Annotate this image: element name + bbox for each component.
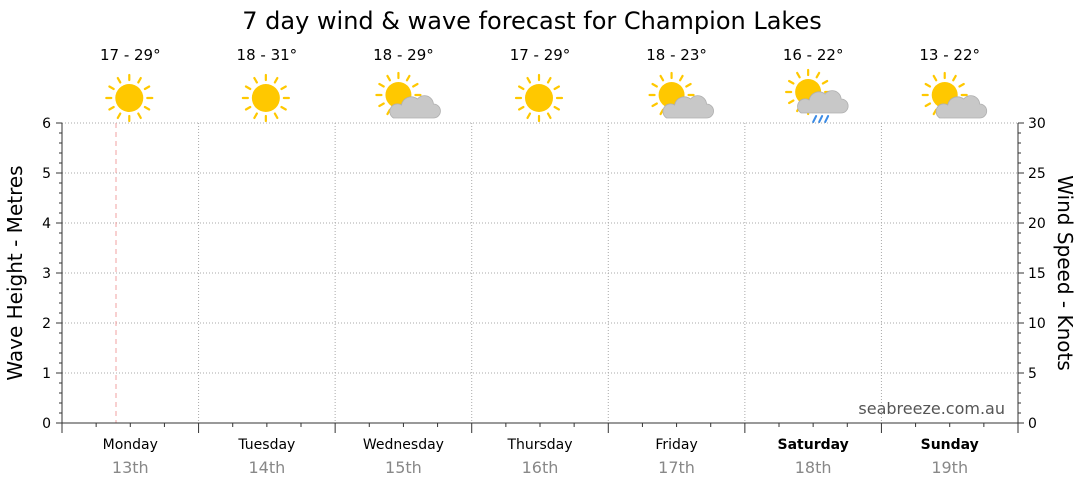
sunny-icon (105, 73, 154, 123)
temperature-label: 16 - 22° (783, 46, 844, 64)
sunny-icon (514, 73, 564, 123)
left-tick-label: 1 (42, 366, 51, 382)
partly-cloudy-icon (921, 71, 988, 119)
right-axis-ticks: 0 5 10 15 20 25 30 (1018, 116, 1046, 432)
right-tick-label: 25 (1028, 166, 1046, 182)
date-label: 17th (658, 458, 695, 477)
temperature-label: 17 - 29° (510, 46, 571, 64)
partly-cloudy-icon (375, 71, 441, 119)
temperature-label: 18 - 29° (373, 46, 434, 64)
right-tick-label: 15 (1028, 266, 1046, 282)
left-tick-label: 3 (42, 266, 51, 282)
axes (61, 123, 1019, 433)
left-axis-ticks: 0 1 2 3 4 5 6 (42, 116, 62, 432)
credit-text: seabreeze.com.au (858, 399, 1005, 418)
temperature-label: 17 - 29° (100, 46, 161, 64)
left-tick-label: 4 (42, 216, 51, 232)
right-tick-label: 20 (1028, 216, 1046, 232)
partly-cloudy-icon (648, 71, 714, 119)
left-tick-label: 6 (42, 116, 51, 132)
shower-icon (785, 68, 849, 123)
chart-title: 7 day wind & wave forecast for Champion … (242, 7, 822, 35)
sunny-icon (241, 73, 290, 123)
left-tick-label: 2 (42, 316, 51, 332)
date-label: 19th (931, 458, 968, 477)
right-axis-label: Wind Speed - Knots (1053, 175, 1077, 371)
temperature-labels: 17 - 29° 18 - 31° 18 - 29° 17 - 29° 18 - 23°… (100, 46, 980, 64)
right-tick-label: 10 (1028, 316, 1046, 332)
day-labels: Monday 13th Tuesday 14th Wednesday 15th Thursd… (103, 437, 979, 477)
right-tick-label: 5 (1028, 366, 1037, 382)
day-name-label: Thursday (506, 437, 572, 453)
grid-lines (62, 122, 1018, 423)
right-tick-label: 30 (1028, 116, 1046, 132)
left-tick-label: 0 (42, 416, 51, 432)
temperature-label: 13 - 22° (919, 46, 980, 64)
date-label: 14th (248, 458, 285, 477)
day-name-label: Monday (103, 437, 158, 453)
weather-icons (105, 68, 988, 123)
day-name-label: Wednesday (363, 437, 444, 453)
date-label: 13th (112, 458, 149, 477)
temperature-label: 18 - 31° (237, 46, 298, 64)
left-tick-label: 5 (42, 166, 51, 182)
left-axis-label: Wave Height - Metres (3, 165, 27, 380)
date-label: 15th (385, 458, 422, 477)
day-name-label: Friday (655, 437, 697, 453)
temperature-label: 18 - 23° (646, 46, 707, 64)
day-name-label: Sunday (921, 437, 979, 453)
right-tick-label: 0 (1028, 416, 1037, 432)
day-name-label: Tuesday (237, 437, 295, 453)
date-label: 18th (795, 458, 832, 477)
day-name-label: Saturday (778, 437, 849, 453)
date-label: 16th (522, 458, 559, 477)
